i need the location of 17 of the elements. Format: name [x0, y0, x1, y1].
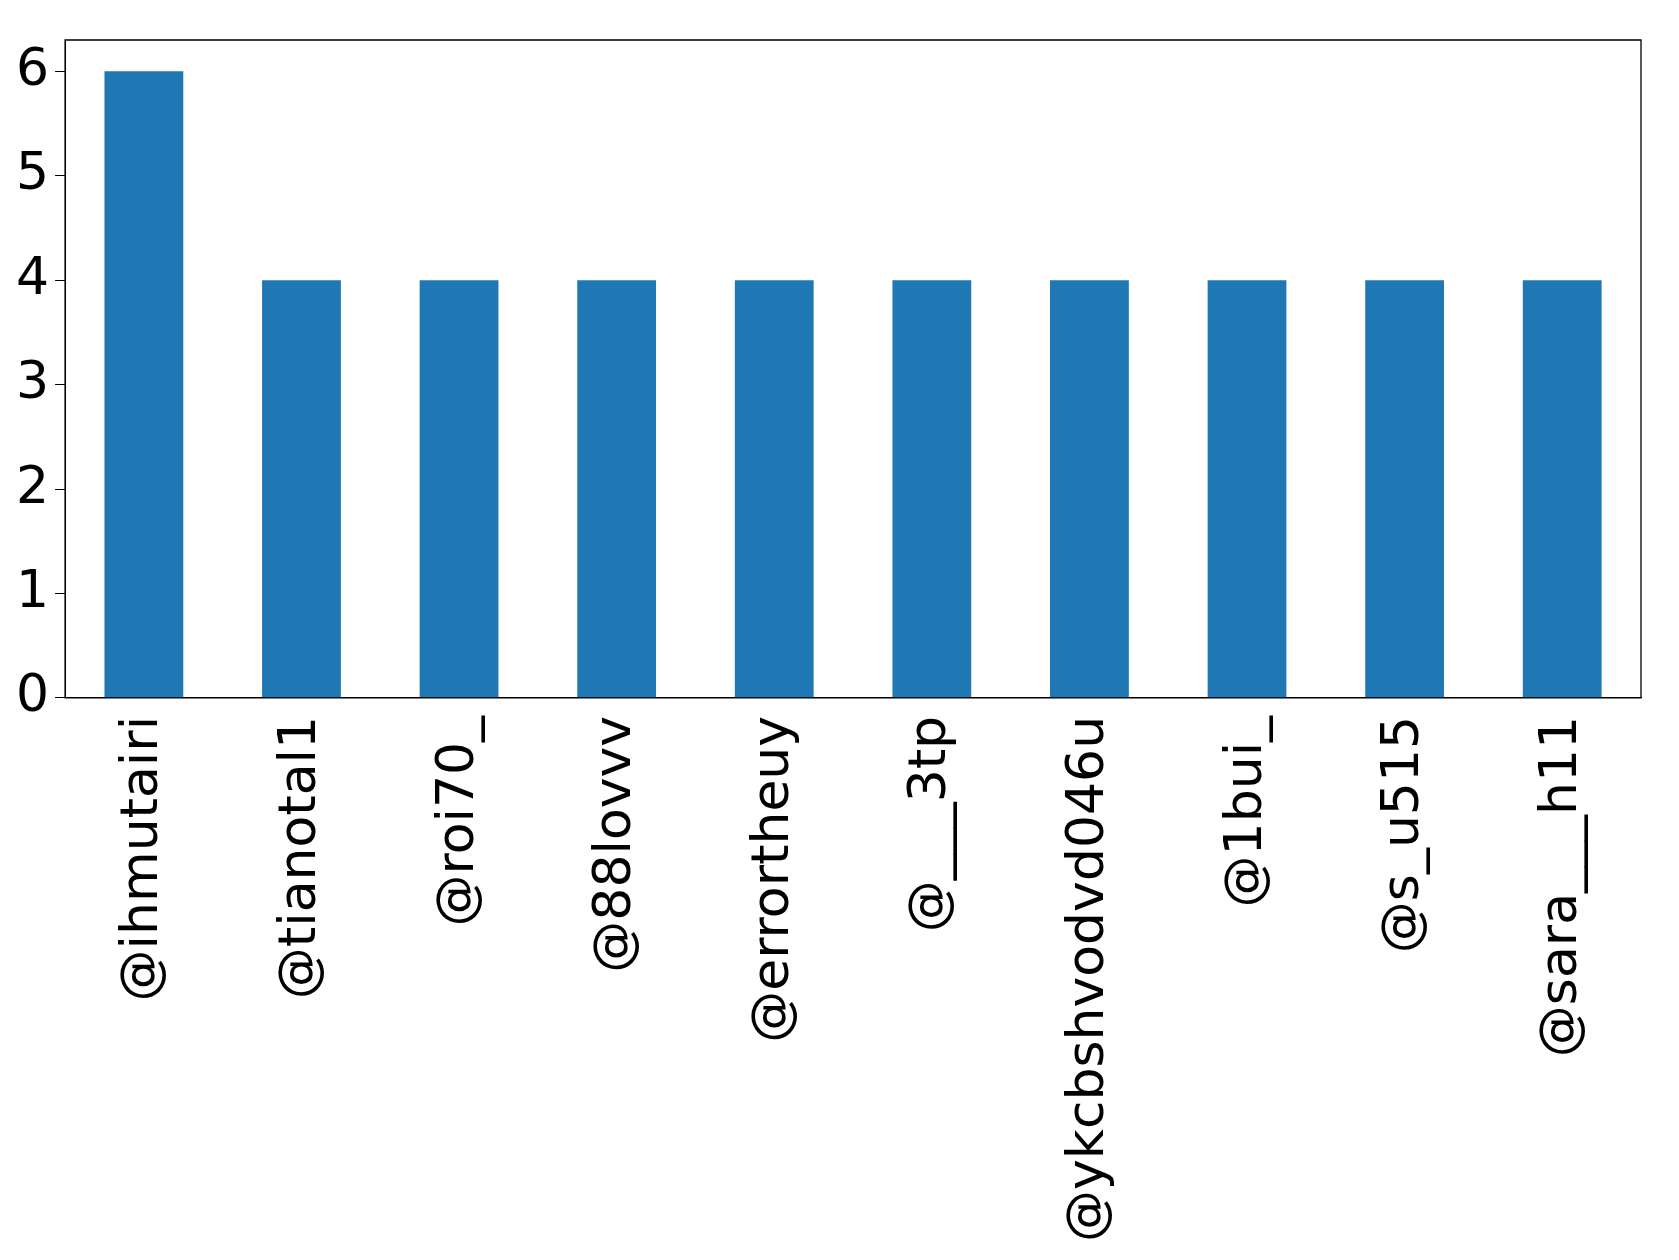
x-tick-label: @s_u515	[1370, 715, 1431, 954]
y-tick-label: 1	[15, 558, 50, 619]
y-tick-label: 0	[15, 663, 50, 724]
x-tick-label: @ihmutairi	[109, 715, 170, 1002]
y-tick-label: 3	[15, 350, 50, 411]
y-tick-label: 4	[15, 245, 50, 306]
y-tick-label: 6	[15, 36, 50, 97]
x-tick-label: @1bui_	[1212, 714, 1273, 908]
x-tick-label: @88lovvv	[582, 715, 643, 973]
x-tick-label: @errortheuy	[739, 715, 800, 1043]
y-tick-label: 5	[15, 141, 50, 202]
x-tick-label: @sara___h11	[1527, 715, 1588, 1058]
y-tick-label: 2	[15, 454, 50, 515]
x-tick-label: @roi70_	[424, 714, 485, 927]
x-tick-label: @___3tp	[897, 715, 958, 933]
x-tick-label: @ykcbshvodvd046u	[1054, 715, 1115, 1243]
x-tick-label: @tianotal1	[266, 715, 327, 1000]
